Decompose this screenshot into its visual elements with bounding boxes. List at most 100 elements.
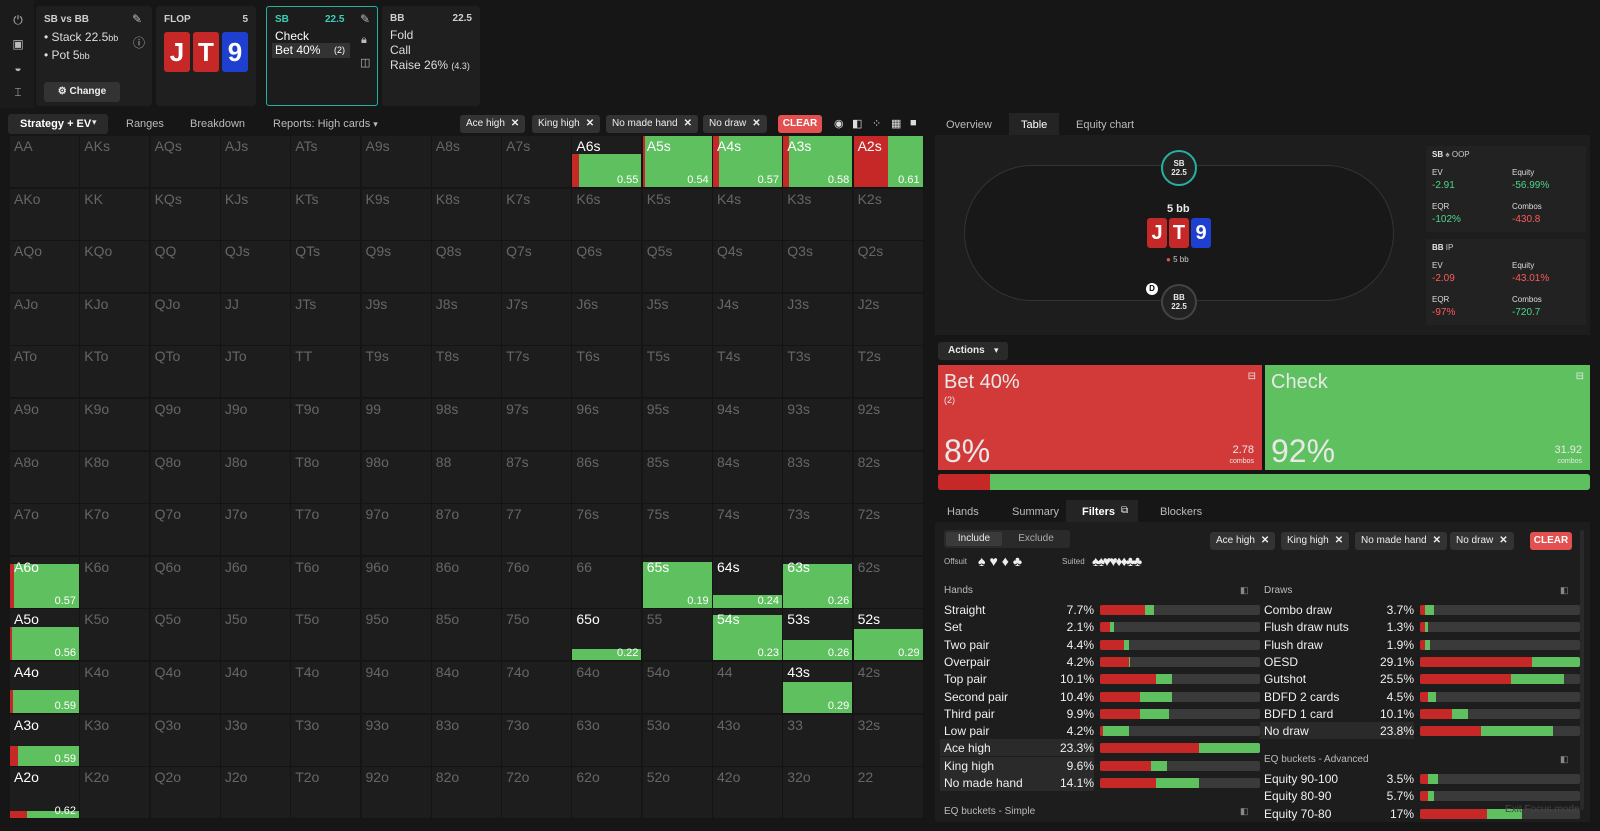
hand-cell-AJs[interactable]: AJs <box>220 136 291 188</box>
tab-table[interactable]: Table <box>1009 113 1059 135</box>
hand-cell-53s[interactable]: 0.26 53s <box>783 609 854 662</box>
hand-cell-T2s[interactable]: T2s <box>853 346 924 399</box>
hand-cell-QQ[interactable]: QQ <box>150 241 221 294</box>
collapse-icon[interactable]: ◧ <box>1240 806 1249 816</box>
hand-cell-A3o[interactable]: 0.59 A3o <box>10 714 80 767</box>
hand-cell-98s[interactable]: 98s <box>431 399 502 451</box>
filter-chip-no-draw[interactable]: No draw ✕ <box>1450 532 1514 550</box>
stat-row[interactable]: Flush draw 1.9% <box>1260 636 1414 653</box>
exclude-toggle[interactable]: Exclude <box>1018 533 1054 544</box>
hand-cell-T4s[interactable]: T4s <box>713 346 783 399</box>
hand-cell-Q9s[interactable]: Q9s <box>361 241 432 294</box>
hand-cell-AKs[interactable]: AKs <box>80 136 151 188</box>
hand-cell-K2o[interactable]: K2o <box>80 767 151 820</box>
hand-cell-T3o[interactable]: T3o <box>291 714 362 767</box>
hand-cell-QJs[interactable]: QJs <box>220 241 291 294</box>
hand-cell-A7o[interactable]: A7o <box>10 504 80 557</box>
hand-cell-ATs[interactable]: ATs <box>291 136 362 188</box>
hand-cell-QTo[interactable]: QTo <box>150 346 221 399</box>
hand-cell-AQs[interactable]: AQs <box>150 136 221 188</box>
hand-cell-T6o[interactable]: T6o <box>291 556 362 609</box>
hand-cell-A4o[interactable]: 0.59 A4o <box>10 662 80 714</box>
split-icon[interactable]: ◫ <box>360 57 371 69</box>
collapse-icon[interactable]: ◧ <box>1560 754 1569 764</box>
save-icon[interactable]: ▣ <box>12 37 24 51</box>
hand-cell-T2o[interactable]: T2o <box>291 767 362 820</box>
half-square-icon[interactable]: ◧ <box>852 118 863 130</box>
hand-cell-85o[interactable]: 85o <box>431 609 502 662</box>
collapse-icon[interactable]: ◧ <box>1560 585 1569 595</box>
hand-cell-95s[interactable]: 95s <box>642 399 713 451</box>
offsuit-suit-icons[interactable]: ♠♥♦♣ <box>978 553 1027 569</box>
hand-cell-84s[interactable]: 84s <box>713 451 783 504</box>
hand-cell-T8o[interactable]: T8o <box>291 451 362 504</box>
actions-dropdown[interactable]: Actions ▾ <box>938 342 1008 360</box>
hand-cell-73s[interactable]: 73s <box>783 504 854 557</box>
hand-cell-A9o[interactable]: A9o <box>10 399 80 451</box>
hand-cell-J4s[interactable]: J4s <box>713 293 783 346</box>
hand-cell-A5s[interactable]: 0.54 A5s <box>642 136 713 188</box>
hand-cell-32s[interactable]: 32s <box>853 714 924 767</box>
hand-cell-J9s[interactable]: J9s <box>361 293 432 346</box>
include-toggle[interactable]: Include <box>946 532 1002 546</box>
hand-cell-Q7s[interactable]: Q7s <box>502 241 573 294</box>
hand-cell-J6s[interactable]: J6s <box>572 293 643 346</box>
expand-icon[interactable]: ⊟ <box>1247 371 1256 382</box>
hand-cell-Q5o[interactable]: Q5o <box>150 609 221 662</box>
stat-row[interactable]: Gutshot 25.5% <box>1260 670 1414 687</box>
hand-cell-KQo[interactable]: KQo <box>80 241 151 294</box>
chip-ace-high[interactable]: Ace high ✕ <box>460 115 526 133</box>
square-icon[interactable]: ■ <box>910 117 917 129</box>
hand-cell-T7o[interactable]: T7o <box>291 504 362 557</box>
stat-row[interactable]: Flush draw nuts 1.3% <box>1260 618 1414 635</box>
hand-cell-55[interactable]: 55 <box>642 609 713 662</box>
stat-row[interactable]: Set 2.1% <box>940 618 1094 635</box>
hand-cell-A4s[interactable]: 0.57 A4s <box>713 136 783 188</box>
hand-cell-K8o[interactable]: K8o <box>80 451 151 504</box>
tab-filters[interactable]: Filters ⧉ <box>1066 500 1138 522</box>
hand-cell-J3s[interactable]: J3s <box>783 293 854 346</box>
hand-cell-J5s[interactable]: J5s <box>642 293 713 346</box>
text-cursor-icon[interactable]: ⌶ <box>14 85 22 99</box>
hand-cell-T7s[interactable]: T7s <box>502 346 573 399</box>
stat-row[interactable]: BDFD 2 cards 4.5% <box>1260 688 1414 705</box>
hand-cell-K7o[interactable]: K7o <box>80 504 151 557</box>
info-icon[interactable]: ⓘ <box>133 36 146 50</box>
hand-cell-K8s[interactable]: K8s <box>431 188 502 241</box>
hand-cell-T9s[interactable]: T9s <box>361 346 432 399</box>
stat-row[interactable]: Low pair 4.2% <box>940 722 1094 739</box>
tab-breakdown[interactable]: Breakdown <box>190 118 246 130</box>
stat-row[interactable]: Top pair 10.1% <box>940 670 1094 687</box>
hand-cell-K5o[interactable]: K5o <box>80 609 151 662</box>
close-icon[interactable]: ✕ <box>510 118 520 129</box>
hand-cell-Q2o[interactable]: Q2o <box>150 767 221 820</box>
hand-cell-64o[interactable]: 64o <box>572 662 643 714</box>
tab-hands[interactable]: Hands <box>947 506 979 518</box>
copy-icon[interactable]: ⧉ <box>1121 505 1129 516</box>
hand-cell-83o[interactable]: 83o <box>431 714 502 767</box>
hand-cell-64s[interactable]: 0.24 64s <box>713 556 783 609</box>
hand-cell-87s[interactable]: 87s <box>502 451 573 504</box>
chip-king-high[interactable]: King high ✕ <box>532 115 601 133</box>
hand-cell-84o[interactable]: 84o <box>431 662 502 714</box>
hand-cell-AQo[interactable]: AQo <box>10 241 80 294</box>
stat-row[interactable]: BDFD 1 card 10.1% <box>1260 705 1414 722</box>
hand-cell-K9s[interactable]: K9s <box>361 188 432 241</box>
hand-cell-A5o[interactable]: 0.56 A5o <box>10 609 80 662</box>
hand-cell-94o[interactable]: 94o <box>361 662 432 714</box>
hand-cell-82s[interactable]: 82s <box>853 451 924 504</box>
hand-cell-J3o[interactable]: J3o <box>220 714 291 767</box>
hand-cell-62s[interactable]: 62s <box>853 556 924 609</box>
stat-row[interactable]: No draw 23.8% <box>1260 722 1414 740</box>
hand-cell-A8o[interactable]: A8o <box>10 451 80 504</box>
chip-no-draw[interactable]: No draw ✕ <box>703 115 767 133</box>
sb-seat[interactable]: SB 22.5 <box>1161 150 1197 186</box>
expand-icon[interactable]: ⊟ <box>1575 371 1584 382</box>
close-icon[interactable]: ✕ <box>585 118 595 129</box>
hand-cell-JTs[interactable]: JTs <box>291 293 362 346</box>
hand-cell-J8s[interactable]: J8s <box>431 293 502 346</box>
filter-chip-king-high[interactable]: King high ✕ <box>1281 532 1350 550</box>
hand-cell-63s[interactable]: 0.26 63s <box>783 556 854 609</box>
hand-cell-J5o[interactable]: J5o <box>220 609 291 662</box>
hand-cell-QTs[interactable]: QTs <box>291 241 362 294</box>
